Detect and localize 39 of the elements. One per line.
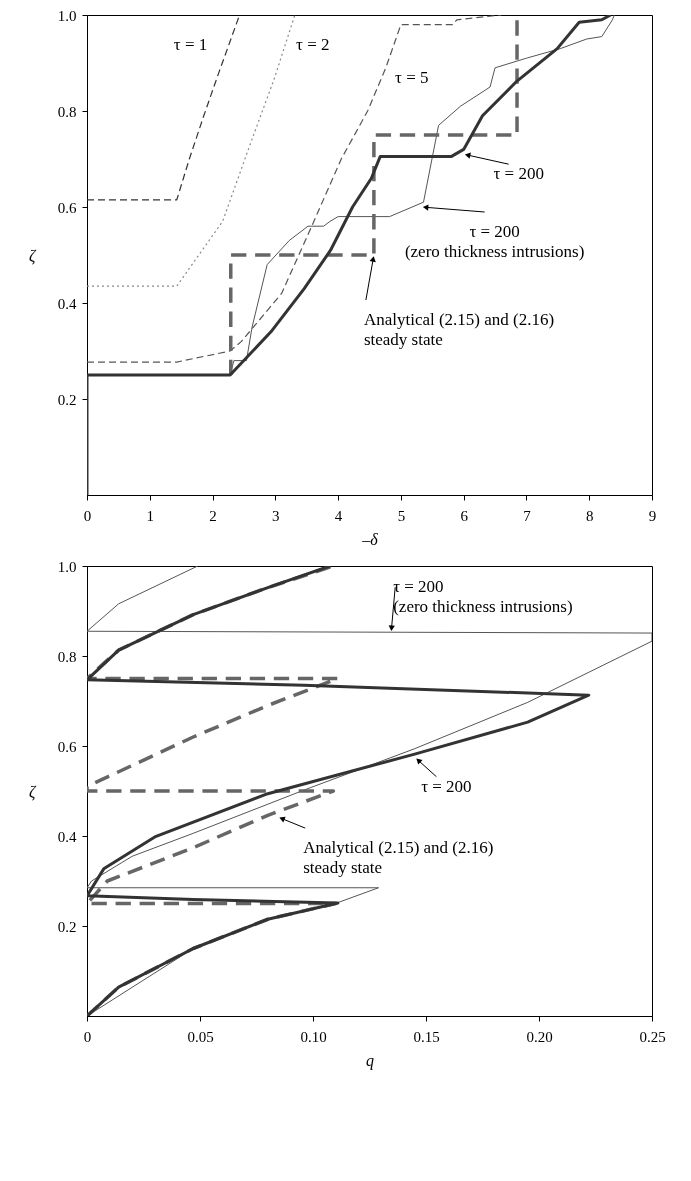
y-tick-label: 0.8 bbox=[57, 648, 77, 665]
x-tick-label: 0.10 bbox=[300, 1028, 327, 1045]
x-tick-label: 5 bbox=[397, 507, 406, 524]
x-tick-label: 4 bbox=[334, 507, 343, 524]
x-axis-title: –δ bbox=[361, 530, 379, 548]
x-tick-label: 9 bbox=[648, 507, 657, 524]
y-tick-label: 1.0 bbox=[57, 7, 77, 24]
x-tick-label: 0 bbox=[83, 507, 92, 524]
annotation: τ = 200 (zero thickness intrusions) bbox=[404, 222, 585, 261]
annotation: τ = 200 (zero thickness intrusions) bbox=[393, 577, 573, 617]
annotation: τ = 200 bbox=[421, 776, 472, 796]
x-tick-label: 8 bbox=[585, 507, 594, 524]
annotation: Analytical (2.15) and (2.16) steady state bbox=[303, 838, 494, 878]
series-label: τ = 5 bbox=[395, 67, 429, 87]
x-tick-label: 0.20 bbox=[526, 1028, 553, 1045]
y-tick-label: 1.0 bbox=[57, 558, 77, 575]
x-tick-label: 0.15 bbox=[413, 1028, 440, 1045]
y-tick-label: 0.2 bbox=[57, 391, 77, 408]
y-tick-label: 0.4 bbox=[57, 295, 77, 312]
series-label: τ = 1 bbox=[173, 35, 208, 54]
y-tick-label: 0.8 bbox=[57, 103, 77, 120]
annotation: τ = 200 bbox=[493, 164, 544, 184]
x-tick-label: 3 bbox=[272, 507, 280, 524]
x-tick-label: 0.05 bbox=[187, 1028, 214, 1045]
x-tick-label: 2 bbox=[209, 507, 217, 524]
y-tick-label: 0.6 bbox=[57, 738, 77, 755]
x-tick-label: 6 bbox=[460, 507, 469, 524]
y-tick-label: 0.6 bbox=[57, 199, 77, 216]
x-tick-label: 0 bbox=[83, 1028, 92, 1045]
x-tick-label: 1 bbox=[146, 507, 155, 524]
y-axis-title: ζ bbox=[29, 782, 38, 801]
y-axis-title: ζ bbox=[29, 246, 38, 265]
y-tick-label: 0.4 bbox=[57, 828, 77, 845]
x-axis-title: q bbox=[366, 1051, 374, 1070]
x-tick-label: 0.25 bbox=[639, 1028, 666, 1045]
series-label: τ = 2 bbox=[296, 35, 330, 54]
x-tick-label: 7 bbox=[523, 507, 532, 524]
annotation: Analytical (2.15) and (2.16) steady state bbox=[363, 310, 555, 349]
y-tick-label: 0.2 bbox=[57, 918, 77, 935]
